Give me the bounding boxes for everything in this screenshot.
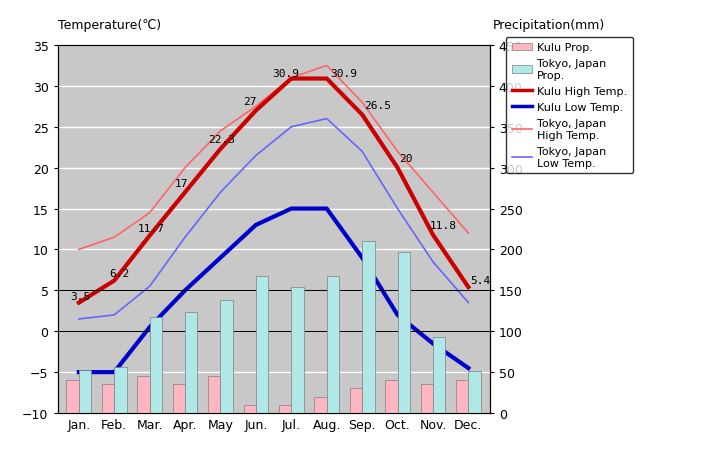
Bar (327, 276, 339, 413)
Text: 20: 20 (400, 154, 413, 164)
Bar (456, 381, 468, 413)
Text: 17: 17 (174, 178, 188, 188)
Text: 22.3: 22.3 (208, 135, 235, 145)
Text: Precipitation(mm): Precipitation(mm) (493, 19, 606, 32)
Text: 27: 27 (243, 97, 257, 106)
Bar (362, 242, 374, 413)
Text: Temperature(℃): Temperature(℃) (58, 19, 161, 32)
Bar (420, 385, 433, 413)
Legend: Kulu Prop., Tokyo, Japan
Prop., Kulu High Temp., Kulu Low Temp., Tokyo, Japan
Hi: Kulu Prop., Tokyo, Japan Prop., Kulu Hig… (506, 38, 633, 174)
Bar (279, 405, 292, 413)
Bar (256, 276, 269, 413)
Bar (220, 301, 233, 413)
Text: 5.4: 5.4 (470, 275, 490, 285)
Bar (243, 405, 256, 413)
Bar (292, 287, 304, 413)
Bar (208, 376, 220, 413)
Text: 11.7: 11.7 (138, 224, 164, 234)
Bar (66, 381, 79, 413)
Text: 30.9: 30.9 (330, 69, 357, 79)
Bar (79, 371, 91, 413)
Text: 11.8: 11.8 (429, 221, 456, 231)
Bar (397, 252, 410, 413)
Bar (433, 337, 446, 413)
Bar (173, 385, 185, 413)
Bar (468, 371, 481, 413)
Bar (114, 367, 127, 413)
Bar (102, 385, 114, 413)
Text: 6.2: 6.2 (109, 269, 129, 279)
Bar (350, 389, 362, 413)
Bar (315, 397, 327, 413)
Bar (385, 381, 397, 413)
Bar (185, 312, 197, 413)
Text: 3.5: 3.5 (70, 291, 90, 301)
Text: 26.5: 26.5 (364, 101, 391, 111)
Text: 30.9: 30.9 (272, 69, 299, 79)
Bar (138, 376, 150, 413)
Bar (150, 318, 162, 413)
